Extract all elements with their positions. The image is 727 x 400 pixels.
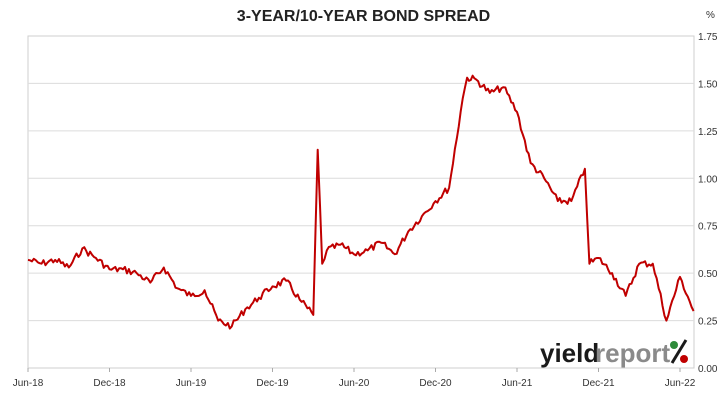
x-tick-label: Jun-22: [665, 378, 696, 389]
percent-slash: [670, 339, 688, 364]
x-tick-label: Jun-19: [176, 378, 207, 389]
y-tick-label: 0.50: [698, 269, 718, 280]
plot-frame: [27, 35, 695, 369]
yieldreport-logo: yield report: [540, 338, 688, 368]
series-line: [27, 74, 695, 330]
x-tick-label: Jun-21: [502, 378, 533, 389]
y-tick-label: 1.25: [698, 127, 718, 138]
percent-bottom-dot: [680, 355, 688, 363]
y-tick-label: 1.50: [698, 79, 718, 90]
y-tick-label: 1.75: [698, 32, 718, 43]
logo-text-yield: yield: [540, 338, 599, 368]
y-tick-label: 0.00: [698, 364, 718, 375]
x-tick-label: Jun-18: [13, 378, 44, 389]
gridlines: [28, 82, 694, 322]
logo-text-report: report: [595, 338, 670, 368]
x-tick-label: Dec-19: [256, 378, 289, 389]
y-tick-label: 1.00: [698, 174, 718, 185]
percent-top-dot: [670, 341, 678, 349]
y-unit-label: %: [706, 10, 715, 21]
chart-title: 3-YEAR/10-YEAR BOND SPREAD: [236, 8, 491, 25]
percent-logo-icon: [670, 339, 688, 364]
x-tick-label: Dec-18: [93, 378, 126, 389]
x-tick-label: Dec-21: [582, 378, 615, 389]
y-tick-label: 0.75: [698, 222, 718, 233]
x-tick-label: Jun-20: [339, 378, 370, 389]
y-axis: 0.00 0.25 0.50 0.75 1.00 1.25 1.50 1.75: [698, 32, 718, 375]
x-axis: Jun-18 Dec-18 Jun-19 Dec-19 Jun-20 Dec-20 Jun-…: [13, 368, 696, 389]
y-tick-label: 0.25: [698, 317, 718, 328]
x-tick-label: Dec-20: [419, 378, 452, 389]
